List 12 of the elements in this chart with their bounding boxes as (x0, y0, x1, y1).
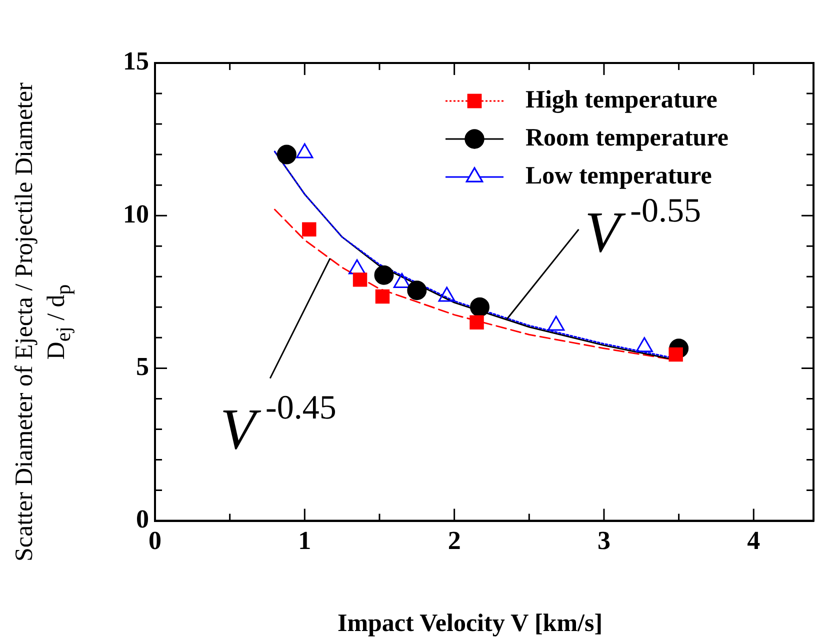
x-tick-label: 2 (448, 526, 461, 556)
legend-label: High temperature (526, 86, 718, 114)
y-tick-label: 10 (123, 199, 149, 228)
legend-label: Low temperature (526, 162, 712, 190)
x-tick-label: 1 (298, 526, 312, 556)
x-tick-label: 4 (747, 526, 760, 556)
y-tick-label: 0 (136, 504, 149, 534)
y-tick-label: 15 (123, 46, 149, 76)
x-tick-label: 3 (597, 526, 610, 556)
legend-label: Room temperature (526, 124, 728, 152)
y-tick-label: 5 (136, 352, 149, 381)
x-axis-title: Impact Velocity V [km/s] (337, 610, 603, 638)
